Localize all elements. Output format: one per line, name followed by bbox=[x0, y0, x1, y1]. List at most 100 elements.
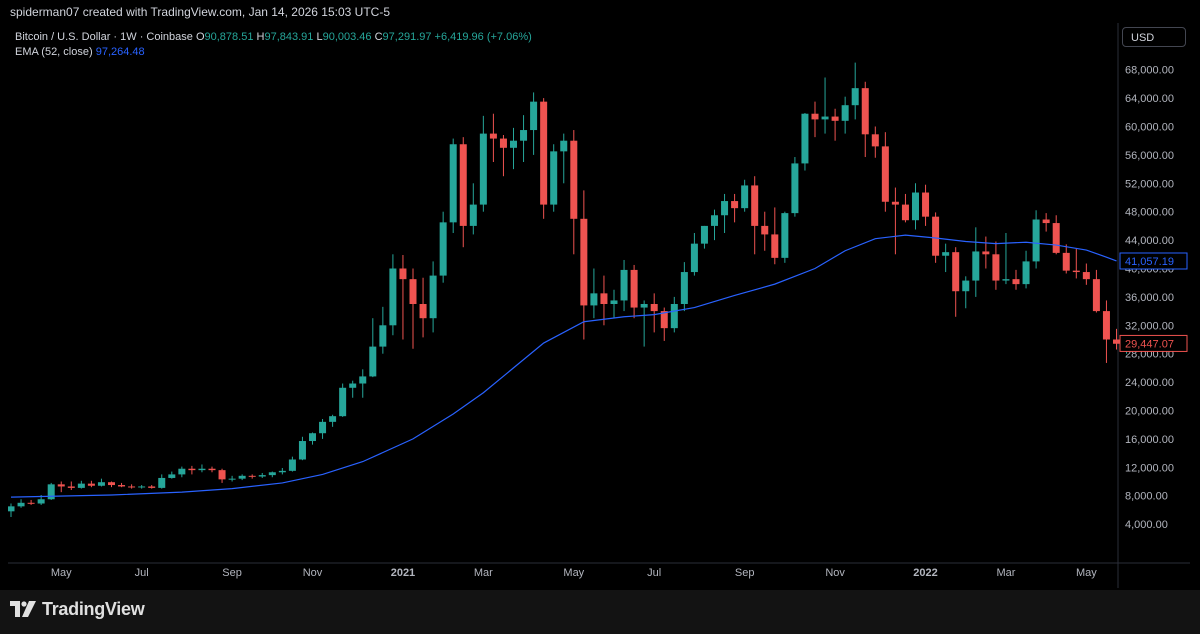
y-tick-label: 60,000.00 bbox=[1125, 122, 1174, 134]
symbol-line: Bitcoin / U.S. Dollar · 1W · Coinbase O9… bbox=[15, 30, 532, 45]
candle-down bbox=[489, 133, 497, 139]
symbol-name[interactable]: Bitcoin / U.S. Dollar · 1W · Coinbase bbox=[15, 31, 193, 43]
x-tick-label: Mar bbox=[474, 567, 493, 579]
candle-up bbox=[670, 304, 678, 329]
candle-up bbox=[37, 499, 45, 504]
candle-up bbox=[620, 269, 628, 301]
candle-up bbox=[962, 280, 970, 292]
candlestick-chart[interactable]: 4,000.00 8,000.00 12,000.00 16,000.00 20,000… bbox=[8, 23, 1190, 588]
candle-down bbox=[570, 140, 578, 219]
candle-down bbox=[499, 138, 507, 148]
candle-up bbox=[1002, 279, 1010, 281]
price-badge bbox=[1119, 252, 1188, 270]
y-tick-label: 12,000.00 bbox=[1125, 462, 1174, 474]
x-tick-label: May bbox=[51, 567, 72, 579]
candle-up bbox=[178, 468, 186, 475]
tradingview-logo[interactable]: TradingView bbox=[10, 598, 145, 620]
currency-button[interactable]: USD bbox=[1122, 27, 1186, 47]
y-tick-label: 8,000.00 bbox=[1125, 491, 1168, 503]
price-badge bbox=[1119, 334, 1188, 352]
candle-up bbox=[610, 300, 618, 304]
candle-up bbox=[97, 482, 105, 486]
candle-down bbox=[982, 251, 990, 255]
candle-down bbox=[27, 502, 35, 504]
candle-up bbox=[198, 468, 206, 471]
candle-down bbox=[57, 484, 65, 487]
candle-down bbox=[761, 225, 769, 235]
candle-down bbox=[1092, 279, 1100, 312]
candle-up bbox=[851, 88, 859, 106]
candle-up bbox=[821, 116, 829, 120]
candle-up bbox=[258, 475, 266, 477]
candle-down bbox=[1052, 223, 1060, 253]
candle-down bbox=[148, 486, 156, 488]
candle-up bbox=[690, 243, 698, 273]
candle-up bbox=[510, 140, 517, 148]
candle-down bbox=[1102, 311, 1110, 340]
candle-down bbox=[409, 279, 417, 304]
candle-up bbox=[469, 204, 477, 226]
y-tick-label: 52,000.00 bbox=[1125, 178, 1174, 190]
candle-up bbox=[389, 268, 397, 326]
candle-down bbox=[881, 146, 889, 202]
close-value: 97,291.97 bbox=[382, 31, 432, 43]
candle-up bbox=[268, 472, 276, 476]
low-label: L bbox=[316, 31, 323, 43]
candle-down bbox=[831, 116, 839, 121]
candle-down bbox=[952, 252, 960, 292]
candle-up bbox=[278, 470, 286, 473]
candle-up bbox=[912, 192, 919, 221]
y-tick-label: 4,000.00 bbox=[1125, 519, 1168, 531]
candle-up bbox=[168, 474, 176, 478]
candle-up bbox=[77, 483, 85, 488]
candle-up bbox=[349, 383, 357, 388]
candle-up bbox=[288, 459, 296, 471]
ema-label[interactable]: EMA (52, close) bbox=[15, 46, 93, 58]
candle-down bbox=[188, 468, 196, 471]
chart-area[interactable]: 4,000.00 8,000.00 12,000.00 16,000.00 20,000… bbox=[8, 23, 1190, 588]
candle-down bbox=[399, 268, 407, 280]
candle-down bbox=[1062, 252, 1070, 271]
candle-down bbox=[1042, 219, 1050, 224]
open-label: O bbox=[195, 31, 205, 43]
x-tick-label: May bbox=[563, 567, 584, 579]
y-tick-label: 20,000.00 bbox=[1125, 406, 1174, 418]
candle-up bbox=[550, 151, 558, 205]
x-tick-label: Nov bbox=[303, 567, 323, 579]
candle-up bbox=[429, 275, 437, 319]
x-tick-label: 2021 bbox=[391, 567, 415, 579]
candle-up bbox=[640, 304, 648, 308]
change-value: +6,419.96 (+7.06%) bbox=[434, 31, 532, 43]
candle-down bbox=[871, 134, 879, 147]
candle-up bbox=[1032, 219, 1040, 262]
y-tick-label: 68,000.00 bbox=[1125, 65, 1174, 77]
candle-up bbox=[479, 133, 487, 205]
candle-down bbox=[459, 144, 467, 226]
candle-up bbox=[228, 478, 236, 480]
candle-up bbox=[721, 201, 729, 216]
open-value: 90,878.51 bbox=[204, 31, 254, 43]
candle-down bbox=[771, 234, 779, 258]
x-tick-label: Sep bbox=[222, 567, 242, 579]
candle-up bbox=[741, 185, 749, 209]
candle-up bbox=[449, 144, 457, 223]
y-tick-label: 24,000.00 bbox=[1125, 377, 1174, 389]
x-tick-label: Sep bbox=[735, 567, 755, 579]
x-tick-label: Nov bbox=[825, 567, 845, 579]
candle-up bbox=[17, 502, 25, 507]
candle-down bbox=[87, 483, 95, 486]
candle-up bbox=[439, 222, 447, 276]
tradingview-logo-text: TradingView bbox=[42, 598, 145, 619]
candle-up bbox=[47, 484, 55, 500]
candle-down bbox=[861, 88, 869, 135]
candle-down bbox=[67, 486, 75, 488]
low-value: 90,003.46 bbox=[322, 31, 372, 43]
x-tick-label: Mar bbox=[996, 567, 1015, 579]
tradingview-logo-icon bbox=[10, 601, 36, 617]
y-tick-label: 44,000.00 bbox=[1125, 235, 1174, 247]
candle-down bbox=[600, 293, 608, 304]
candle-up bbox=[1022, 261, 1030, 285]
candle-down bbox=[1113, 339, 1120, 344]
ema-line: EMA (52, close) 97,264.48 bbox=[15, 45, 532, 60]
candle-up bbox=[329, 416, 337, 422]
